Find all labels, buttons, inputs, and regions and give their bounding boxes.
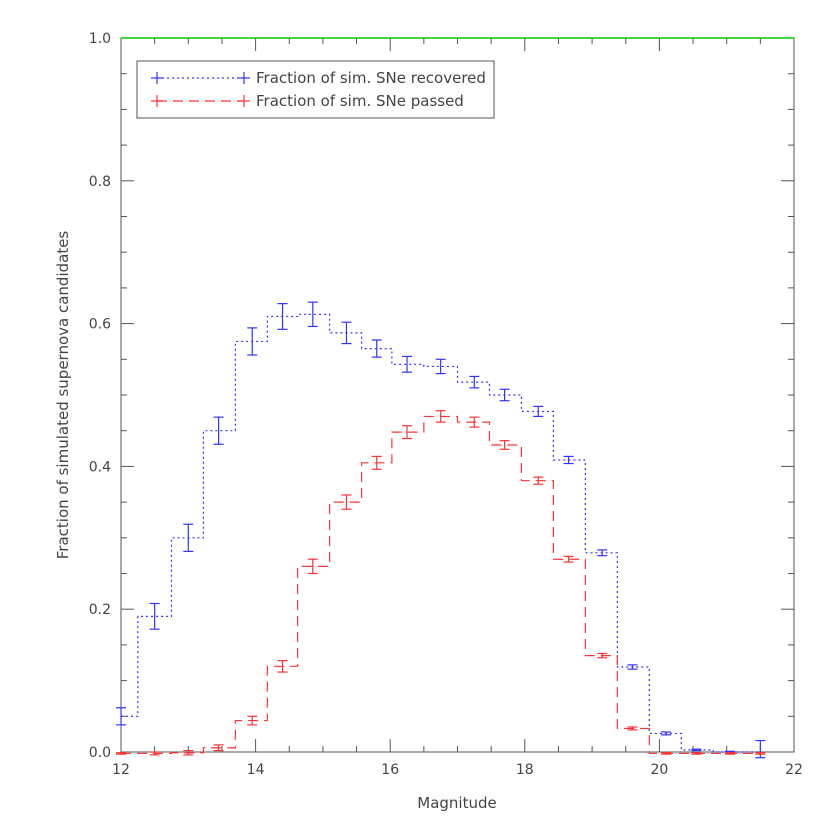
- series-layer: [116, 301, 766, 759]
- x-tick-label: 16: [381, 762, 399, 778]
- y-tick-label: 1.0: [89, 31, 111, 47]
- x-tick-label: 12: [112, 762, 130, 778]
- series-line: [121, 415, 761, 755]
- series-0: [116, 301, 766, 759]
- plot-frame: [120, 37, 795, 753]
- legend-label: Fraction of sim. SNe recovered: [256, 69, 486, 87]
- x-axis-label: Magnitude: [417, 794, 496, 812]
- x-tick-label: 22: [785, 762, 803, 778]
- axis-ticks: 12 14 16 18 20 22 0.0 0.2 0.4 0.6 0.8 1.0: [89, 31, 803, 778]
- series-1: [116, 410, 766, 756]
- x-tick-label: 18: [516, 762, 534, 778]
- legend: Fraction of sim. SNe recovered Fraction o…: [136, 60, 495, 119]
- y-axis-label: Fraction of simulated supernova candidat…: [54, 231, 72, 560]
- x-tick-label: 20: [650, 762, 668, 778]
- y-tick-label: 0.4: [89, 459, 111, 475]
- y-tick-label: 0.0: [89, 745, 111, 761]
- x-tick-label: 14: [247, 762, 265, 778]
- legend-box: [136, 60, 495, 119]
- legend-label: Fraction of sim. SNe passed: [256, 92, 464, 110]
- y-tick-label: 0.2: [89, 602, 111, 618]
- series-line: [121, 313, 761, 753]
- y-tick-label: 0.8: [89, 174, 111, 190]
- y-tick-label: 0.6: [89, 317, 111, 333]
